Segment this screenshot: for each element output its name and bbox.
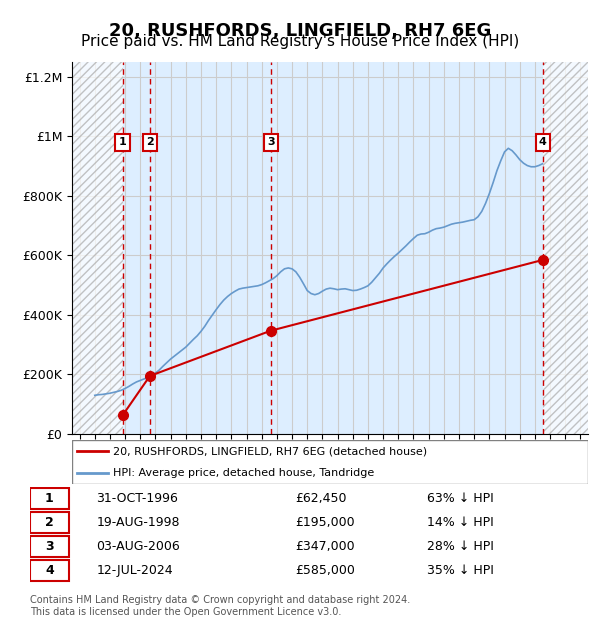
Text: 2: 2: [146, 138, 154, 148]
Text: 1: 1: [45, 492, 53, 505]
Text: 3: 3: [45, 540, 53, 553]
Bar: [543, 62, 588, 434]
FancyBboxPatch shape: [72, 440, 588, 484]
Text: 14% ↓ HPI: 14% ↓ HPI: [427, 516, 494, 529]
Text: 1: 1: [119, 138, 127, 148]
Text: Price paid vs. HM Land Registry's House Price Index (HPI): Price paid vs. HM Land Registry's House …: [81, 34, 519, 49]
Text: 20, RUSHFORDS, LINGFIELD, RH7 6EG (detached house): 20, RUSHFORDS, LINGFIELD, RH7 6EG (detac…: [113, 446, 427, 456]
Text: £585,000: £585,000: [295, 564, 355, 577]
Text: 35% ↓ HPI: 35% ↓ HPI: [427, 564, 494, 577]
Text: Contains HM Land Registry data © Crown copyright and database right 2024.
This d: Contains HM Land Registry data © Crown c…: [30, 595, 410, 617]
FancyBboxPatch shape: [30, 512, 68, 533]
Text: 2: 2: [45, 516, 53, 529]
Text: 20, RUSHFORDS, LINGFIELD, RH7 6EG: 20, RUSHFORDS, LINGFIELD, RH7 6EG: [109, 22, 491, 40]
Text: £347,000: £347,000: [295, 540, 355, 553]
Text: 31-OCT-1996: 31-OCT-1996: [96, 492, 178, 505]
FancyBboxPatch shape: [30, 536, 68, 557]
Text: 3: 3: [267, 138, 274, 148]
Text: 4: 4: [539, 138, 547, 148]
Text: 63% ↓ HPI: 63% ↓ HPI: [427, 492, 494, 505]
Text: £195,000: £195,000: [295, 516, 355, 529]
Text: HPI: Average price, detached house, Tandridge: HPI: Average price, detached house, Tand…: [113, 467, 374, 478]
FancyBboxPatch shape: [30, 488, 68, 509]
Bar: [72, 62, 122, 434]
Text: £62,450: £62,450: [295, 492, 346, 505]
Text: 19-AUG-1998: 19-AUG-1998: [96, 516, 180, 529]
Text: 03-AUG-2006: 03-AUG-2006: [96, 540, 180, 553]
Text: 12-JUL-2024: 12-JUL-2024: [96, 564, 173, 577]
Text: 4: 4: [45, 564, 53, 577]
Text: 28% ↓ HPI: 28% ↓ HPI: [427, 540, 494, 553]
FancyBboxPatch shape: [30, 560, 68, 581]
